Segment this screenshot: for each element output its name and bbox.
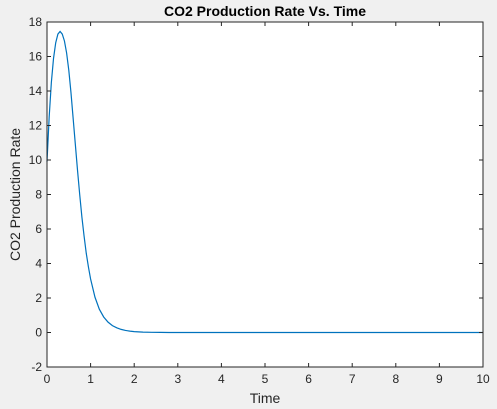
y-tick-label: 12 <box>29 119 43 133</box>
x-tick-label: 3 <box>174 372 181 386</box>
y-tick-label: 2 <box>35 291 42 305</box>
x-tick-label: 5 <box>262 372 269 386</box>
x-tick-label: 9 <box>436 372 443 386</box>
x-tick-label: 7 <box>349 372 356 386</box>
y-tick-label: 8 <box>35 188 42 202</box>
y-tick-label: -2 <box>31 360 42 374</box>
x-tick-label: 10 <box>476 372 490 386</box>
x-tick-label: 8 <box>392 372 399 386</box>
y-tick-label: 10 <box>29 153 43 167</box>
x-tick-label: 6 <box>305 372 312 386</box>
y-tick-label: 14 <box>29 84 43 98</box>
y-tick-label: 0 <box>35 326 42 340</box>
x-axis-title: Time <box>250 390 281 406</box>
y-tick-label: 16 <box>29 50 43 64</box>
plot-area <box>47 22 483 367</box>
series-line-0 <box>46 30 483 334</box>
y-axis-title: CO2 Production Rate <box>7 128 23 261</box>
y-tick-label: 6 <box>35 222 42 236</box>
x-tick-label: 1 <box>87 372 94 386</box>
x-tick-label: 2 <box>131 372 138 386</box>
x-tick-label: 4 <box>218 372 225 386</box>
chart-title: CO2 Production Rate Vs. Time <box>164 3 366 19</box>
y-tick-label: 4 <box>35 257 42 271</box>
x-tick-label: 0 <box>44 372 51 386</box>
y-tick-label: 18 <box>29 15 43 29</box>
